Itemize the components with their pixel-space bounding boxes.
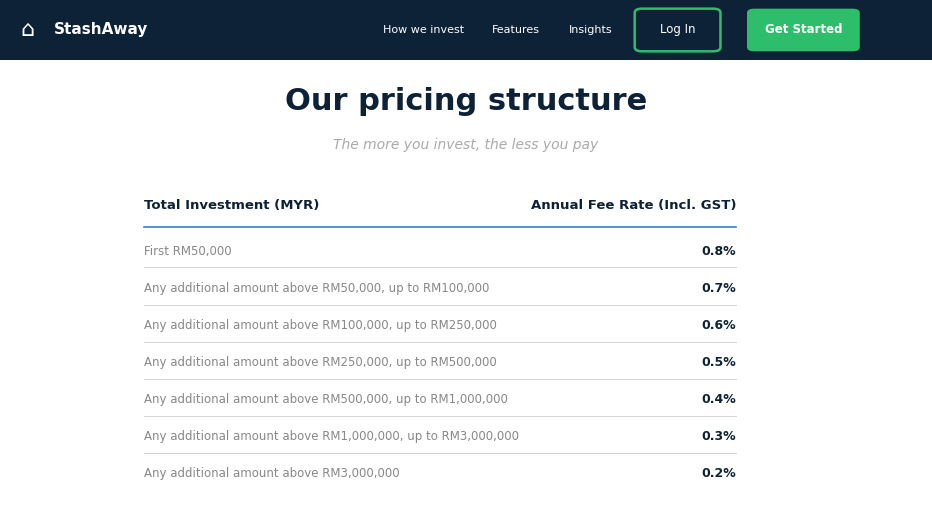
Text: Any additional amount above RM100,000, up to RM250,000: Any additional amount above RM100,000, u…	[144, 319, 498, 332]
Text: First RM50,000: First RM50,000	[144, 245, 232, 258]
Text: Log In: Log In	[660, 23, 695, 37]
Text: Annual Fee Rate (Incl. GST): Annual Fee Rate (Incl. GST)	[531, 199, 736, 212]
Text: Any additional amount above RM500,000, up to RM1,000,000: Any additional amount above RM500,000, u…	[144, 393, 508, 406]
Text: Insights: Insights	[569, 25, 612, 35]
Text: Our pricing structure: Our pricing structure	[285, 87, 647, 116]
Text: 0.2%: 0.2%	[702, 467, 736, 480]
Text: Any additional amount above RM250,000, up to RM500,000: Any additional amount above RM250,000, u…	[144, 356, 497, 369]
Text: 0.7%: 0.7%	[702, 282, 736, 295]
Text: ⌂: ⌂	[21, 20, 34, 40]
Text: 0.3%: 0.3%	[702, 430, 736, 443]
FancyBboxPatch shape	[635, 9, 720, 51]
Text: 0.8%: 0.8%	[702, 245, 736, 258]
Text: Get Started: Get Started	[764, 23, 843, 37]
Text: StashAway: StashAway	[54, 22, 148, 38]
Text: 0.5%: 0.5%	[702, 356, 736, 369]
FancyBboxPatch shape	[747, 9, 859, 51]
Text: Features: Features	[491, 25, 540, 35]
Text: Any additional amount above RM3,000,000: Any additional amount above RM3,000,000	[144, 467, 400, 480]
Text: Any additional amount above RM1,000,000, up to RM3,000,000: Any additional amount above RM1,000,000,…	[144, 430, 519, 443]
Text: The more you invest, the less you pay: The more you invest, the less you pay	[334, 138, 598, 152]
Text: 0.4%: 0.4%	[702, 393, 736, 406]
FancyBboxPatch shape	[0, 0, 932, 60]
Text: Any additional amount above RM50,000, up to RM100,000: Any additional amount above RM50,000, up…	[144, 282, 490, 295]
Text: How we invest: How we invest	[383, 25, 465, 35]
Text: Total Investment (MYR): Total Investment (MYR)	[144, 199, 320, 212]
Text: 0.6%: 0.6%	[702, 319, 736, 332]
